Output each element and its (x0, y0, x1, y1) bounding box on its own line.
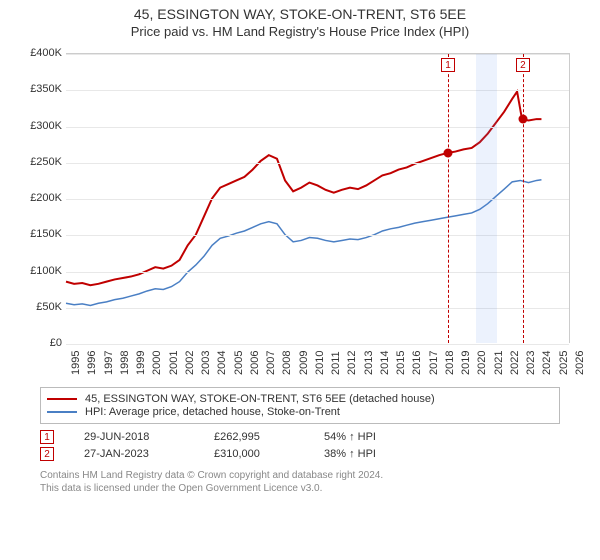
datapoint-price: £262,995 (214, 431, 294, 443)
y-tick-label: £400K (20, 47, 62, 59)
x-tick-label: 1997 (103, 351, 115, 375)
x-tick-label: 2015 (395, 351, 407, 375)
x-tick-label: 2020 (476, 351, 488, 375)
legend-label: HPI: Average price, detached house, Stok… (85, 406, 340, 418)
shaded-region (476, 54, 497, 343)
x-tick-label: 2022 (509, 351, 521, 375)
x-tick-label: 2016 (411, 351, 423, 375)
marker-dot (518, 115, 527, 124)
x-tick-label: 2002 (184, 351, 196, 375)
x-tick-label: 2023 (525, 351, 537, 375)
marker-dot (444, 149, 453, 158)
datapoint-price: £310,000 (214, 448, 294, 460)
x-tick-label: 2024 (541, 351, 553, 375)
footnote: Contains HM Land Registry data © Crown c… (40, 469, 560, 495)
y-tick-label: £250K (20, 156, 62, 168)
datapoint-row: 1 29-JUN-2018 £262,995 54% ↑ HPI (40, 430, 560, 444)
x-tick-label: 2014 (379, 351, 391, 375)
x-tick-label: 2005 (233, 351, 245, 375)
legend-swatch (47, 411, 77, 413)
datapoint-row: 2 27-JAN-2023 £310,000 38% ↑ HPI (40, 447, 560, 461)
footnote-line: Contains HM Land Registry data © Crown c… (40, 469, 560, 482)
marker-badge: 1 (441, 58, 455, 72)
datapoint-pct: 54% ↑ HPI (324, 431, 424, 443)
x-tick-label: 2001 (168, 351, 180, 375)
y-tick-label: £200K (20, 192, 62, 204)
x-tick-label: 2011 (330, 351, 342, 375)
x-tick-label: 2019 (460, 351, 472, 375)
x-tick-label: 2008 (281, 351, 293, 375)
legend-swatch (47, 398, 77, 400)
footnote-line: This data is licensed under the Open Gov… (40, 482, 560, 495)
marker-badge: 2 (516, 58, 530, 72)
legend: 45, ESSINGTON WAY, STOKE-ON-TRENT, ST6 5… (40, 387, 560, 424)
datapoint-date: 29-JUN-2018 (84, 431, 184, 443)
x-tick-label: 2000 (151, 351, 163, 375)
datapoint-date: 27-JAN-2023 (84, 448, 184, 460)
page-title: 45, ESSINGTON WAY, STOKE-ON-TRENT, ST6 5… (0, 6, 600, 22)
x-tick-label: 2006 (249, 351, 261, 375)
legend-item: HPI: Average price, detached house, Stok… (47, 406, 553, 418)
x-tick-label: 2009 (298, 351, 310, 375)
y-tick-label: £300K (20, 120, 62, 132)
y-tick-label: £150K (20, 228, 62, 240)
page-subtitle: Price paid vs. HM Land Registry's House … (0, 24, 600, 39)
x-tick-label: 2021 (493, 351, 505, 375)
x-tick-label: 2025 (558, 351, 570, 375)
marker-line (448, 54, 449, 343)
y-tick-label: £100K (20, 265, 62, 277)
datapoint-badge: 1 (40, 430, 54, 444)
x-tick-label: 2010 (314, 351, 326, 375)
datapoint-badge: 2 (40, 447, 54, 461)
y-tick-label: £50K (20, 301, 62, 313)
x-tick-label: 2026 (574, 351, 586, 375)
x-tick-label: 2007 (265, 351, 277, 375)
x-tick-label: 2003 (200, 351, 212, 375)
legend-item: 45, ESSINGTON WAY, STOKE-ON-TRENT, ST6 5… (47, 393, 553, 405)
y-tick-label: £0 (20, 337, 62, 349)
x-tick-label: 2013 (363, 351, 375, 375)
legend-label: 45, ESSINGTON WAY, STOKE-ON-TRENT, ST6 5… (85, 393, 435, 405)
x-tick-label: 1999 (135, 351, 147, 375)
marker-line (523, 54, 524, 343)
series-line-property_price (66, 92, 541, 286)
x-tick-label: 1995 (70, 351, 82, 375)
datapoint-table: 1 29-JUN-2018 £262,995 54% ↑ HPI 2 27-JAN-202… (40, 430, 560, 461)
price-chart: £0 £50K £100K £150K £200K £250K £300K £350K £400… (20, 47, 580, 387)
y-tick-label: £350K (20, 83, 62, 95)
x-tick-label: 2017 (428, 351, 440, 375)
x-tick-label: 1996 (86, 351, 98, 375)
x-tick-label: 2004 (216, 351, 228, 375)
x-tick-label: 2018 (444, 351, 456, 375)
x-tick-label: 2012 (346, 351, 358, 375)
x-tick-label: 1998 (119, 351, 131, 375)
datapoint-pct: 38% ↑ HPI (324, 448, 424, 460)
